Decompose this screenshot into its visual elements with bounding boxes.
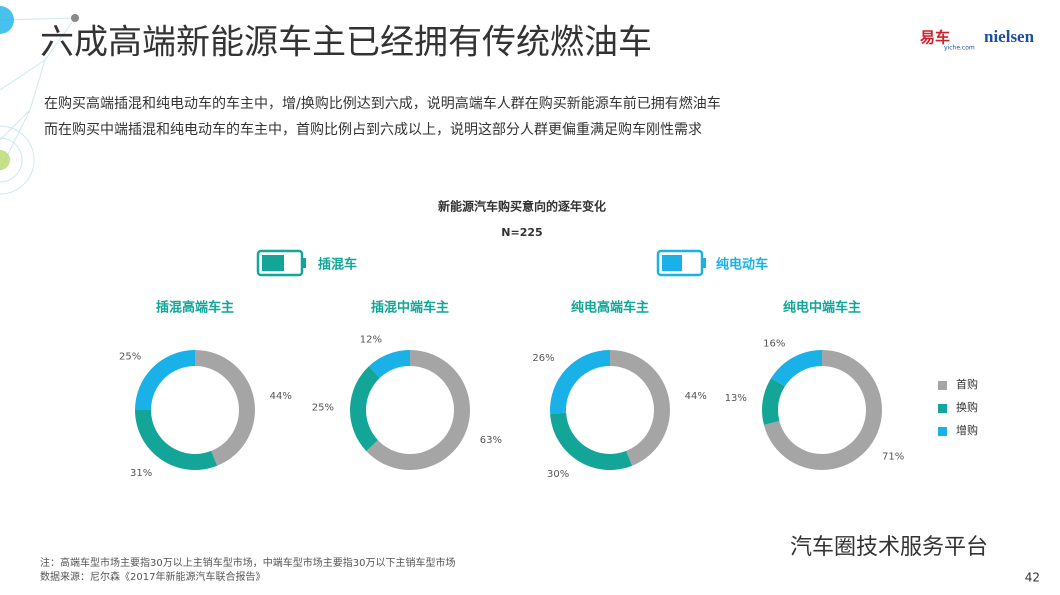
group-label: 插混车: [318, 257, 357, 273]
decoration: [0, 6, 79, 195]
battery-icon: [256, 249, 706, 277]
data-label: 16%: [763, 338, 785, 349]
data-label: 25%: [119, 351, 141, 362]
chart-title: 纯电高端车主: [571, 300, 649, 316]
donut-segment: [771, 350, 822, 387]
donut-segment: [135, 350, 195, 410]
data-label: 12%: [360, 334, 382, 345]
donut-segment: [366, 350, 470, 470]
donut-segment: [350, 366, 380, 452]
data-label: 44%: [270, 391, 292, 402]
data-label: 63%: [480, 435, 502, 446]
figure-title: 新能源汽车购买意向的逐年变化: [438, 199, 606, 214]
legend-label: 换购: [956, 400, 978, 414]
watermark: 汽车圈技术服务平台: [790, 535, 988, 560]
donut-segment: [550, 412, 633, 470]
data-label: 30%: [547, 469, 569, 480]
page-number: 42: [1025, 571, 1040, 585]
donut-segment: [762, 377, 785, 425]
footnote: 注：高端车型市场主要指30万以上主销车型市场，中端车型市场主要指30万以下主销车…: [40, 556, 455, 569]
donut-segment: [195, 350, 256, 466]
chart-title: 纯电中端车主: [783, 300, 861, 316]
data-label: 26%: [532, 353, 554, 364]
logo: yiche.com: [944, 45, 975, 52]
logo: nielsen: [984, 27, 1035, 46]
data-label: 25%: [312, 403, 334, 414]
data-label: 44%: [685, 391, 707, 402]
donut-segment: [610, 350, 671, 466]
chart-title: 插混中端车主: [371, 300, 449, 316]
legend-label: 增购: [956, 423, 978, 437]
page-title: 六成高端新能源车主已经拥有传统燃油车: [40, 23, 652, 63]
legend-swatch: [938, 404, 947, 413]
subtitle-line: 在购买高端插混和纯电动车的车主中，增/换购比例达到六成，说明高端车人群在购买新能…: [44, 95, 721, 112]
source: 数据来源：尼尔森《2017年新能源汽车联合报告》: [40, 570, 265, 583]
donut-segment: [368, 350, 410, 378]
chart-title: 插混高端车主: [156, 300, 234, 316]
legend-label: 首购: [956, 377, 978, 391]
data-label: 13%: [725, 393, 747, 404]
subtitle-line: 而在购买中端插混和纯电动车的车主中，首购比例占到六成以上，说明这部分人群更偏重满…: [44, 121, 702, 138]
data-label: 71%: [882, 452, 904, 463]
legend-swatch: [938, 381, 947, 390]
logo: 易车: [920, 29, 950, 47]
legend-swatch: [938, 427, 947, 436]
sample-size: N=225: [501, 226, 542, 239]
donut-segment: [135, 410, 218, 470]
data-label: 31%: [130, 468, 152, 479]
donut-segment: [550, 350, 610, 414]
group-label: 纯电动车: [716, 257, 768, 273]
